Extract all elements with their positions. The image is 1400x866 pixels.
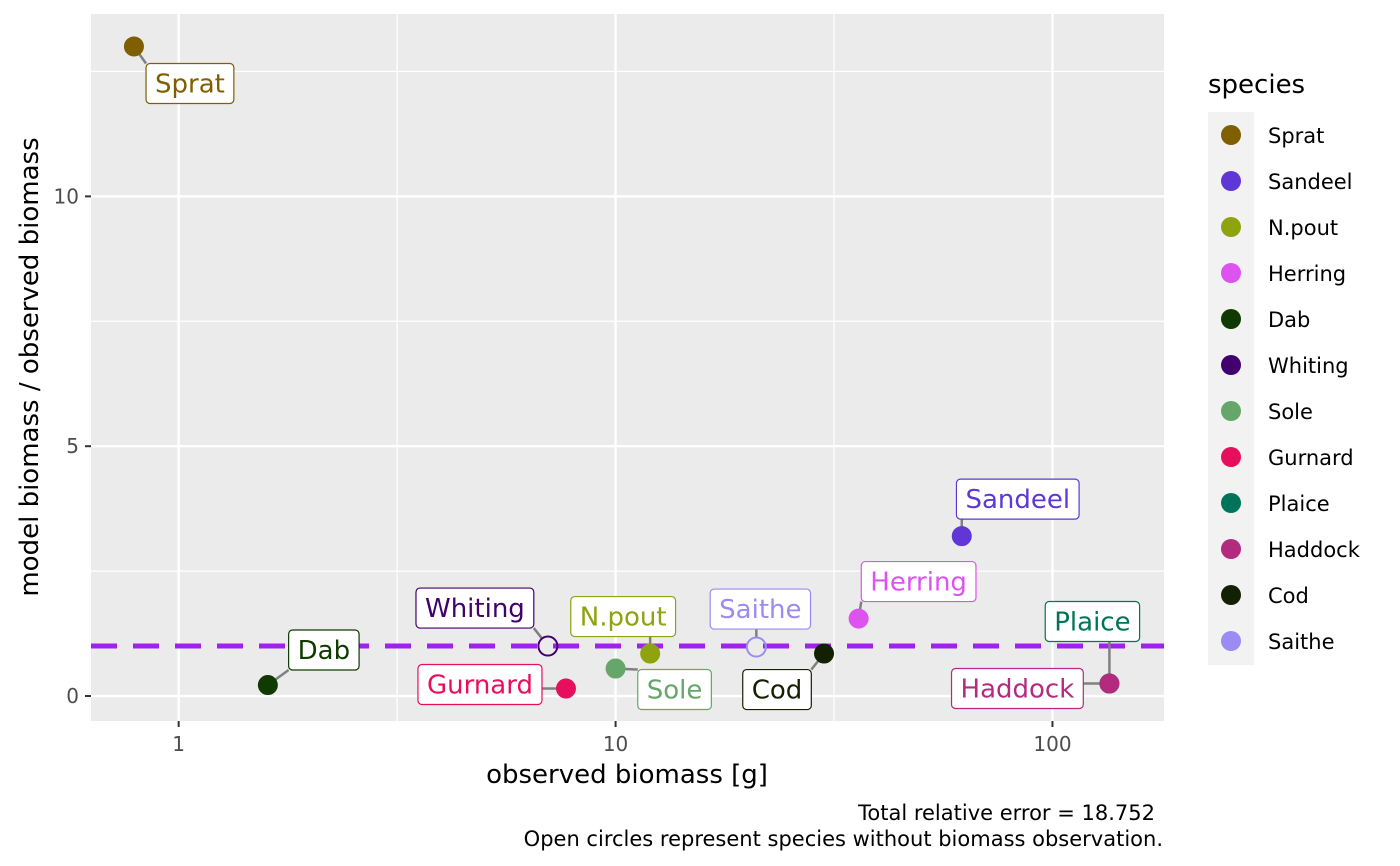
label-box <box>742 668 812 711</box>
point-saithe <box>745 636 767 658</box>
label-text: Saithe <box>719 595 801 625</box>
axes: 1 10 100 0 5 10 <box>54 184 1072 756</box>
x-tick-label: 10 <box>603 732 628 756</box>
label-herring: Herring <box>860 560 977 603</box>
legend-key-gurnard <box>1221 447 1241 467</box>
legend-key-sole <box>1221 401 1241 421</box>
legend-key-cod <box>1221 585 1241 605</box>
label-box <box>1044 600 1141 643</box>
y-tick-label: 10 <box>54 184 79 208</box>
label-box <box>950 667 1084 710</box>
label-box <box>637 668 712 711</box>
label-box <box>860 560 977 603</box>
legend-key-herring <box>1221 263 1241 283</box>
legend-label-haddock: Haddock <box>1268 538 1361 562</box>
label-sandeel: Sandeel <box>955 478 1080 520</box>
label-plaice: Plaice <box>1044 600 1141 643</box>
legend: species Sprat Sandeel N.pout Herring Dab Whit… <box>1208 70 1361 665</box>
legend-label-dab: Dab <box>1268 308 1310 332</box>
y-axis-title: model biomass / observed biomass <box>15 137 45 596</box>
legend-label-whiting: Whiting <box>1268 354 1349 378</box>
label-sprat: Sprat <box>145 62 235 105</box>
label-box <box>288 629 360 671</box>
label-whiting: Whiting <box>415 587 535 629</box>
leader-whiting <box>532 627 544 640</box>
label-text: Gurnard <box>427 671 533 701</box>
legend-key-haddock <box>1221 539 1241 559</box>
legend-label-sole: Sole <box>1268 400 1313 424</box>
point-sandeel <box>951 526 972 547</box>
legend-key-plaice <box>1221 493 1241 513</box>
point-cod <box>814 643 835 664</box>
label-leaders <box>138 53 1111 690</box>
label-text: Sprat <box>155 69 225 99</box>
label-box <box>570 595 677 638</box>
point-gurnard <box>555 678 576 699</box>
legend-label-cod: Cod <box>1268 584 1309 608</box>
x-tick-label: 100 <box>1033 732 1071 756</box>
point-sprat <box>123 36 144 57</box>
y-tick-label: 5 <box>66 434 79 458</box>
legend-key-background <box>1208 112 1254 665</box>
grid-minor <box>91 14 1164 721</box>
label-n-pout: N.pout <box>570 595 677 638</box>
leader-sole <box>625 667 638 671</box>
label-sole: Sole <box>637 668 712 711</box>
legend-key-sandeel <box>1221 171 1241 191</box>
legend-key-dab <box>1221 309 1241 329</box>
label-text: Plaice <box>1054 608 1130 638</box>
label-cod: Cod <box>742 668 812 711</box>
label-text: Whiting <box>425 594 525 624</box>
legend-key-whiting <box>1221 355 1241 375</box>
label-box <box>417 663 543 706</box>
label-text: N.pout <box>580 603 667 633</box>
label-haddock: Haddock <box>950 667 1084 710</box>
leader-sprat <box>138 53 148 65</box>
label-box <box>415 587 535 629</box>
legend-label-plaice: Plaice <box>1268 492 1330 516</box>
legend-title: species <box>1208 70 1305 100</box>
x-axis-title: observed biomass [g] <box>486 760 768 790</box>
label-text: Cod <box>752 676 803 706</box>
point-whiting <box>537 635 559 657</box>
legend-label-herring: Herring <box>1268 262 1346 286</box>
caption-line-1: Total relative error = 18.752 <box>857 801 1155 825</box>
legend-key-sprat <box>1221 125 1241 145</box>
legend-label-sprat: Sprat <box>1268 124 1324 148</box>
legend-key-saithe <box>1221 631 1241 651</box>
label-box <box>145 62 235 105</box>
point-herring <box>848 608 869 629</box>
label-text: Haddock <box>961 675 1075 705</box>
point-dab <box>257 675 278 696</box>
legend-label-gurnard: Gurnard <box>1268 446 1354 470</box>
label-gurnard: Gurnard <box>417 663 543 706</box>
leader-cod <box>810 660 820 671</box>
legend-label-n-pout: N.pout <box>1268 216 1338 240</box>
point-sole <box>605 658 626 679</box>
x-tick-label: 1 <box>172 732 185 756</box>
legend-label-sandeel: Sandeel <box>1268 170 1353 194</box>
label-text: Herring <box>870 568 967 598</box>
leader-herring <box>858 601 863 610</box>
point-n-pout <box>640 643 661 664</box>
legend-label-saithe: Saithe <box>1268 630 1335 654</box>
data-points <box>123 36 1120 699</box>
label-dab: Dab <box>288 629 360 671</box>
label-text: Sandeel <box>965 485 1070 515</box>
leader-dab <box>274 669 290 681</box>
label-saithe: Saithe <box>709 588 812 630</box>
point-haddock <box>1099 673 1120 694</box>
label-box <box>709 588 812 630</box>
label-text: Dab <box>298 636 350 666</box>
label-box <box>955 478 1080 520</box>
caption-line-2: Open circles represent species without b… <box>524 827 1163 851</box>
label-text: Sole <box>647 676 703 706</box>
y-tick-label: 0 <box>66 684 79 708</box>
point-labels: Sprat Sandeel N.pout Herring Dab Whiting Sole G… <box>145 62 1141 711</box>
legend-key-n-pout <box>1221 217 1241 237</box>
